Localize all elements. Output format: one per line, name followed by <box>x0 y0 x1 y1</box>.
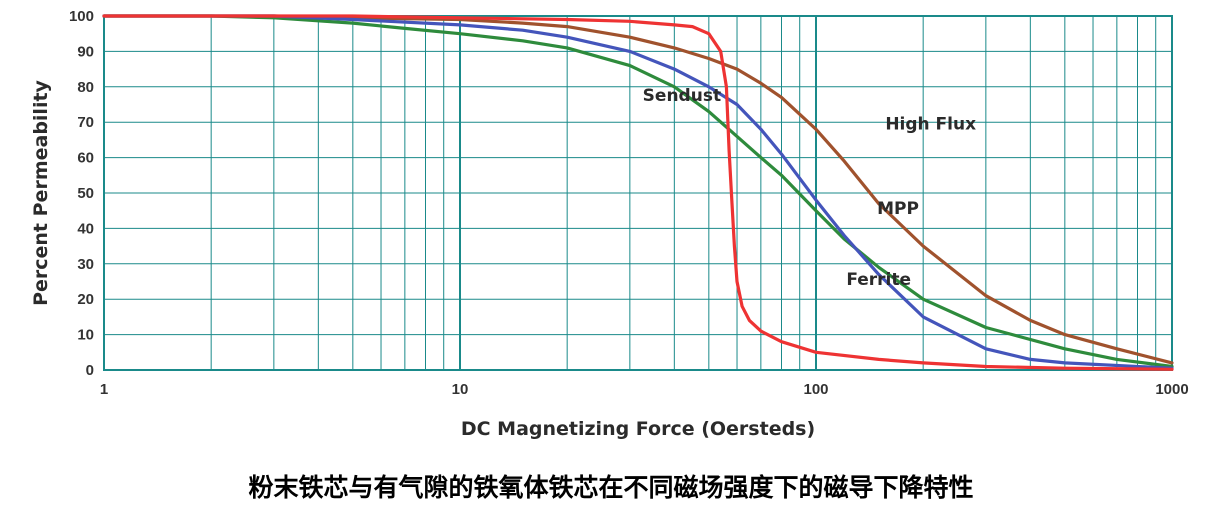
y-tick-label: 90 <box>77 43 94 60</box>
x-tick-label: 10 <box>452 381 469 398</box>
y-tick-label: 10 <box>77 327 94 344</box>
series-line-high-flux <box>102 14 1174 365</box>
plot-frame <box>103 15 1173 371</box>
y-tick-label: 60 <box>77 150 94 167</box>
y-tick-label: 30 <box>77 256 94 273</box>
series-line-sendust <box>102 14 1174 369</box>
y-tick-label: 0 <box>86 362 94 379</box>
x-tick-label: 100 <box>803 381 828 398</box>
y-tick-label: 50 <box>77 185 94 202</box>
x-axis-label: DC Magnetizing Force (Oersteds) <box>461 418 815 440</box>
annotation-high-flux: High Flux <box>885 114 976 134</box>
y-axis-label: Percent Permeability <box>30 79 52 305</box>
y-tick-label: 80 <box>77 79 94 96</box>
annotation-ferrite: Ferrite <box>846 270 911 290</box>
annotation-mpp: MPP <box>877 199 919 219</box>
annotation-sendust: Sendust <box>643 86 721 106</box>
chart-caption: 粉末铁芯与有气隙的铁氧体铁芯在不同磁场强度下的磁导下降特性 <box>248 473 974 502</box>
series-line-mpp <box>102 14 1174 370</box>
series-line-ferrite <box>102 14 1174 371</box>
x-tick-label: 1 <box>100 381 108 398</box>
series-annotations: Sendust High Flux MPP Ferrite <box>643 86 976 290</box>
y-tick-label: 70 <box>77 114 94 131</box>
y-tick-label: 40 <box>77 220 94 237</box>
series-layer <box>102 14 1174 371</box>
y-tick-label: 100 <box>69 8 94 25</box>
y-tick-label: 20 <box>77 291 94 308</box>
x-tick-label: 1000 <box>1155 381 1188 398</box>
